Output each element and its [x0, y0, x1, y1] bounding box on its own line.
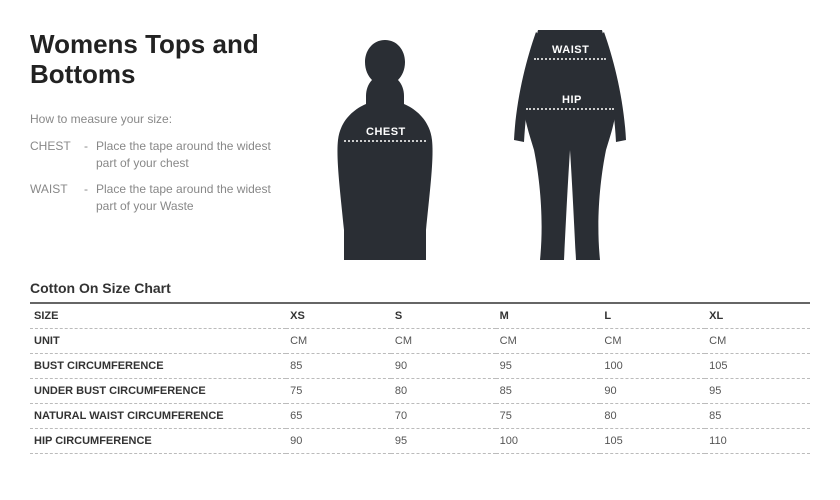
cell: 90 [286, 429, 391, 454]
cell: 100 [496, 429, 601, 454]
instruction-row: CHEST - Place the tape around the widest… [30, 138, 290, 172]
figure-upper-body: CHEST [310, 40, 460, 260]
cell: 90 [600, 379, 705, 404]
figures: CHEST WAIST HIP [310, 30, 650, 260]
row-label: UNIT [30, 329, 286, 354]
chest-label: CHEST [366, 126, 406, 138]
table-header-cell: XL [705, 303, 810, 329]
table-row: BUST CIRCUMFERENCE 85 90 95 100 105 [30, 354, 810, 379]
table-header-cell: SIZE [30, 303, 286, 329]
cell: CM [286, 329, 391, 354]
hip-measure-line [526, 108, 614, 110]
cell: 95 [496, 354, 601, 379]
table-row: UNIT CM CM CM CM CM [30, 329, 810, 354]
dash: - [84, 138, 96, 172]
cell: 70 [391, 404, 496, 429]
cell: CM [496, 329, 601, 354]
table-row: UNDER BUST CIRCUMFERENCE 75 80 85 90 95 [30, 379, 810, 404]
top-section: Womens Tops and Bottoms How to measure y… [0, 0, 840, 280]
row-label: UNDER BUST CIRCUMFERENCE [30, 379, 286, 404]
text-column: Womens Tops and Bottoms How to measure y… [30, 30, 290, 260]
cell: 100 [600, 354, 705, 379]
cell: 65 [286, 404, 391, 429]
table-header-cell: L [600, 303, 705, 329]
row-label: BUST CIRCUMFERENCE [30, 354, 286, 379]
cell: 85 [496, 379, 601, 404]
table-header-row: SIZE XS S M L XL [30, 303, 810, 329]
cell: 95 [705, 379, 810, 404]
size-chart-table: SIZE XS S M L XL UNIT CM CM CM CM CM BUS… [30, 302, 810, 454]
table-header-cell: XS [286, 303, 391, 329]
dash: - [84, 181, 96, 215]
silhouette-lower-icon [490, 30, 650, 260]
waist-label: WAIST [552, 44, 589, 56]
cell: 80 [391, 379, 496, 404]
hip-label: HIP [562, 94, 582, 106]
instruction-text: Place the tape around the widest part of… [96, 138, 290, 172]
table-row: NATURAL WAIST CIRCUMFERENCE 65 70 75 80 … [30, 404, 810, 429]
instruction-row: WAIST - Place the tape around the widest… [30, 181, 290, 215]
chart-title: Cotton On Size Chart [0, 280, 840, 302]
cell: 110 [705, 429, 810, 454]
page-title: Womens Tops and Bottoms [30, 30, 290, 90]
row-label: NATURAL WAIST CIRCUMFERENCE [30, 404, 286, 429]
instruction-label: WAIST [30, 181, 84, 215]
cell: CM [391, 329, 496, 354]
cell: CM [705, 329, 810, 354]
instruction-label: CHEST [30, 138, 84, 172]
cell: 85 [705, 404, 810, 429]
cell: 105 [600, 429, 705, 454]
waist-measure-line [534, 58, 606, 60]
cell: 80 [600, 404, 705, 429]
instruction-text: Place the tape around the widest part of… [96, 181, 290, 215]
table-header-cell: S [391, 303, 496, 329]
silhouette-upper-icon [310, 40, 460, 260]
row-label: HIP CIRCUMFERENCE [30, 429, 286, 454]
cell: CM [600, 329, 705, 354]
cell: 75 [286, 379, 391, 404]
cell: 75 [496, 404, 601, 429]
cell: 105 [705, 354, 810, 379]
chest-measure-line [344, 140, 426, 142]
cell: 95 [391, 429, 496, 454]
cell: 90 [391, 354, 496, 379]
figure-lower-body: WAIST HIP [490, 30, 650, 260]
howto-label: How to measure your size: [30, 112, 290, 126]
cell: 85 [286, 354, 391, 379]
table-header-cell: M [496, 303, 601, 329]
table-row: HIP CIRCUMFERENCE 90 95 100 105 110 [30, 429, 810, 454]
